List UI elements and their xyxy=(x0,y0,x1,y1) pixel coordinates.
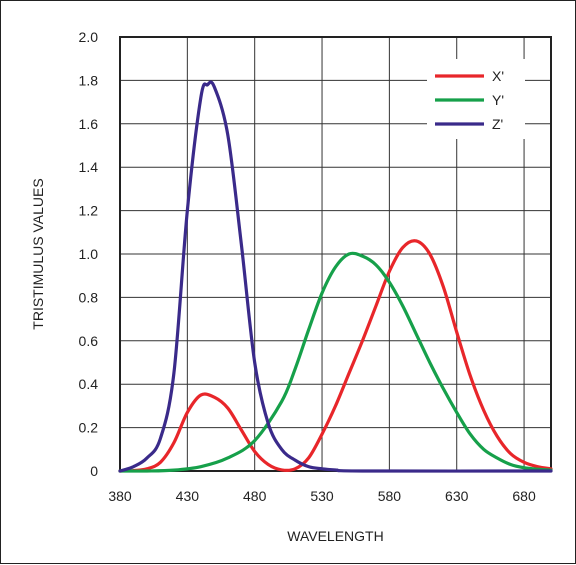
x-tick-label: 630 xyxy=(445,488,469,504)
legend: X' Y' Z' xyxy=(427,59,525,139)
x-tick-label: 480 xyxy=(243,488,267,504)
x-axis-label: WAVELENGTH xyxy=(287,528,383,544)
y-axis-label: TRISTIMULUS VALUES xyxy=(30,178,46,329)
x-tick-label: 580 xyxy=(378,488,402,504)
y-tick-label: 0.2 xyxy=(79,420,99,436)
series-line-y xyxy=(118,251,553,473)
x-tick-label: 530 xyxy=(310,488,334,504)
series-lines xyxy=(118,80,553,473)
x-tick-labels: 380 430 480 530 580 630 680 xyxy=(108,488,536,504)
y-tick-label: 2.0 xyxy=(79,29,99,45)
x-tick-label: 680 xyxy=(512,488,536,504)
x-tick-label: 430 xyxy=(176,488,200,504)
y-tick-label: 1.4 xyxy=(79,159,99,175)
y-tick-label: 1.0 xyxy=(79,246,99,262)
x-tick-label: 380 xyxy=(108,488,132,504)
y-tick-label: 1.6 xyxy=(79,116,99,132)
y-tick-labels: 0 0.2 0.4 0.6 0.8 1.0 1.2 1.4 1.6 1.8 2.0 xyxy=(79,29,99,479)
y-tick-label: 0.6 xyxy=(79,333,99,349)
legend-label-y: Y' xyxy=(492,92,504,108)
y-tick-label: 1.8 xyxy=(79,72,99,88)
legend-label-x: X' xyxy=(492,68,504,84)
y-tick-label: 0 xyxy=(90,463,98,479)
series-line-z xyxy=(118,80,553,473)
y-tick-label: 1.2 xyxy=(79,203,99,219)
legend-label-z: Z' xyxy=(492,116,503,132)
series-line-x xyxy=(118,239,553,473)
y-tick-label: 0.4 xyxy=(79,376,99,392)
y-tick-label: 0.8 xyxy=(79,289,99,305)
